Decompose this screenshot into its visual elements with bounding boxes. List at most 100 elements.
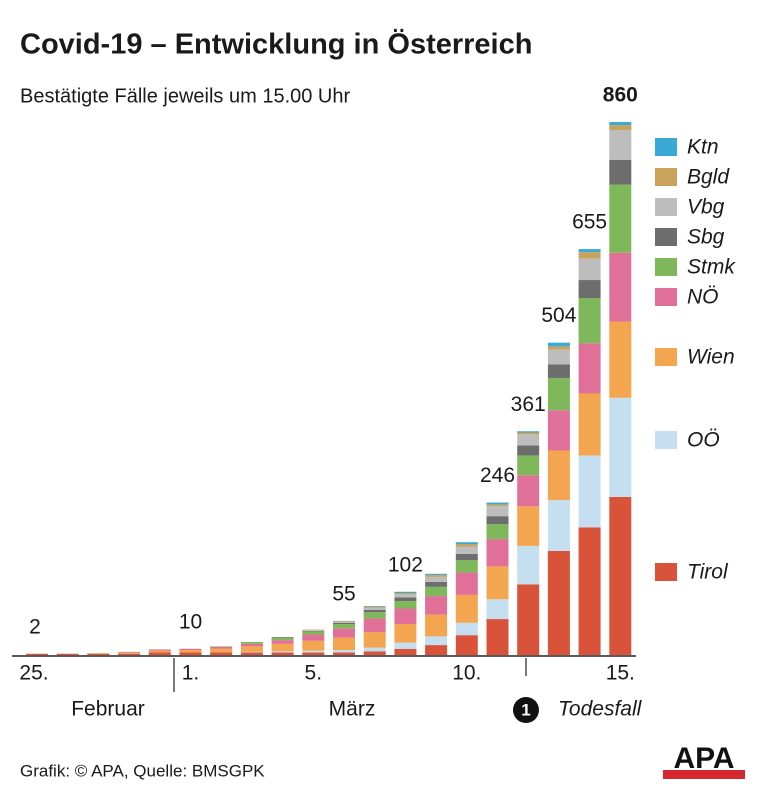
x-tick-label: 25.: [19, 662, 48, 685]
bar-segment: [517, 455, 540, 476]
bar-segment: [578, 249, 601, 253]
x-tick-label: 10.: [452, 662, 481, 685]
legend-swatch: [655, 348, 677, 366]
bar-segment: [609, 130, 632, 160]
bar-segment: [271, 643, 294, 652]
bar-segment: [302, 629, 325, 631]
bar-segment: [517, 434, 540, 446]
bar-segment: [425, 581, 448, 587]
bar-segment: [425, 636, 448, 646]
bar-segment: [547, 450, 570, 501]
bar-segment: [517, 432, 540, 435]
bar-segment: [578, 252, 601, 259]
bar-segment: [547, 342, 570, 347]
bar-segment: [271, 640, 294, 644]
bar-segment: [363, 607, 386, 610]
bar-segment: [240, 651, 263, 653]
bar-segment: [179, 648, 202, 651]
legend-swatch: [655, 563, 677, 581]
bar-segment: [179, 652, 202, 655]
bar-segment: [302, 650, 325, 653]
bar-segment: [517, 475, 540, 507]
legend-label: OÖ: [687, 429, 720, 452]
subtitle: Bestätigte Fälle jeweils um 15.00 Uhr: [20, 85, 350, 107]
bar-segment: [547, 346, 570, 350]
bar-segment: [363, 618, 386, 633]
bar-segment: [210, 646, 233, 649]
bar-segment: [394, 648, 417, 655]
bar-segment: [578, 393, 601, 456]
bar-segment: [486, 502, 509, 505]
logo: APA: [663, 742, 745, 779]
bar-segment: [425, 576, 448, 582]
bar-segment: [148, 649, 171, 651]
bar-segment: [455, 594, 478, 623]
bar-segment: [486, 566, 509, 600]
bar-segment: [425, 645, 448, 655]
event-marker: [513, 697, 539, 723]
bar-segment: [609, 252, 632, 322]
bar-segment: [486, 619, 509, 655]
bar-segment: [609, 496, 632, 655]
bar-segment: [455, 546, 478, 554]
legend-swatch: [655, 228, 677, 246]
bar-segment: [455, 560, 478, 573]
legend-swatch: [655, 431, 677, 449]
bar-segment: [455, 553, 478, 561]
bar-segment: [179, 650, 202, 653]
legend-label: Bgld: [687, 166, 730, 189]
bar-segment: [363, 609, 386, 613]
bar-segment: [118, 651, 141, 653]
bar-segment: [148, 652, 171, 655]
bar-segment: [394, 624, 417, 643]
total-label: 55: [332, 582, 355, 605]
bar-segment: [210, 648, 233, 653]
bar-segment: [271, 652, 294, 655]
bar-segment: [609, 321, 632, 398]
bar-segment: [87, 653, 110, 654]
bar-segment: [302, 640, 325, 651]
bar-segment: [517, 506, 540, 546]
logo-bar: [663, 770, 745, 779]
total-label: 655: [572, 211, 607, 234]
legend-label: Sbg: [687, 226, 725, 249]
legend-swatch: [655, 258, 677, 276]
bar-segment: [394, 591, 417, 594]
legend-label: Stmk: [687, 256, 736, 279]
chart-title: Covid-19 – Entwicklung in Österreich: [20, 28, 532, 61]
bar-segment: [333, 620, 355, 622]
total-label: 102: [388, 553, 423, 576]
legend-label: NÖ: [687, 286, 719, 309]
month-label: Februar: [71, 698, 145, 721]
bar-segment: [148, 650, 171, 653]
total-label: 860: [603, 84, 638, 107]
bar-segment: [517, 584, 540, 655]
logo-text: APA: [673, 742, 734, 775]
bar-segment: [271, 637, 294, 641]
legend-swatch: [655, 138, 677, 156]
bar-segment: [517, 545, 540, 585]
event-label: Todesfall: [558, 698, 643, 721]
bar-segment: [578, 527, 601, 655]
bar-segment: [455, 572, 478, 595]
bar-segment: [486, 516, 509, 525]
bar-segment: [425, 614, 448, 637]
legend-label: Vbg: [687, 196, 725, 219]
bar-segment: [455, 544, 478, 547]
bar-segment: [425, 586, 448, 597]
bar-segment: [26, 653, 48, 655]
total-label: 361: [511, 393, 546, 416]
bar-segment: [271, 637, 294, 638]
bar-segment: [394, 608, 417, 625]
bar-segment: [578, 455, 601, 528]
bar-segment: [609, 397, 632, 497]
bar-segment: [547, 377, 570, 411]
bar-segment: [547, 410, 570, 451]
bar-segment: [486, 504, 509, 507]
bar-segment: [486, 524, 509, 540]
bar-segment: [118, 653, 141, 655]
bar-segment: [547, 500, 570, 551]
bar-segment: [425, 575, 448, 577]
bar-segment: [363, 606, 386, 608]
bar-segment: [578, 298, 601, 344]
